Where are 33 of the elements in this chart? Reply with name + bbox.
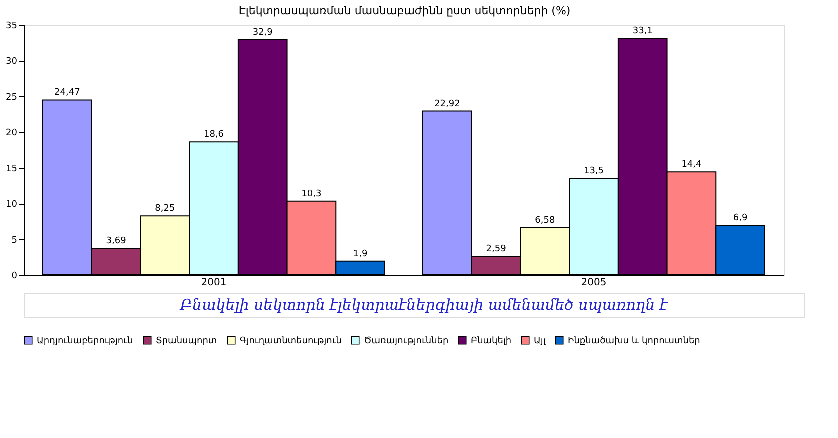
legend-label: Այլ [534, 336, 546, 347]
y-tick-label: 15 [6, 164, 18, 174]
text: Բնակելի սեկտորն էլեկտրաէներգիայի ամենամեծ սպառողն է [179, 296, 669, 314]
data-label: 32,9 [252, 28, 274, 38]
chart-title: Էլեկտրասպառման մասնաբաժինն ըստ սեկտորների (%) [238, 4, 571, 18]
data-label: 33,1 [632, 26, 653, 37]
data-label: 22,92 [434, 99, 460, 110]
data-label: 13,5 [584, 166, 604, 177]
legend-label: Ծառայություններ [364, 336, 449, 347]
legend-label: Ինքնածախս և կորուստներ [568, 336, 700, 347]
y-tick-label: 25 [6, 92, 18, 103]
y-tick-label: 20 [6, 128, 18, 139]
x-tick-label: 2001 [201, 278, 227, 288]
y-tick-label: 5 [12, 236, 18, 246]
data-label: 2,59 [486, 244, 507, 254]
data-label: 6,9 [733, 214, 748, 224]
data-label: 18,6 [204, 130, 224, 140]
data-label: 8,25 [155, 204, 176, 214]
y-tick-label: 10 [6, 200, 18, 210]
data-label: 1,9 [353, 249, 368, 260]
y-tick-label: 30 [6, 57, 18, 68]
data-label: 14,4 [682, 160, 702, 170]
y-tick-label: 0 [12, 272, 18, 282]
legend-label: Տրանսպորտ [156, 336, 218, 347]
legend-label: Գյուղատնտեսություն [240, 336, 342, 347]
data-label: 24,47 [54, 88, 80, 98]
data-label: 10,3 [302, 189, 322, 200]
data-label: 6,58 [535, 216, 556, 226]
y-tick-label: 35 [6, 22, 18, 32]
legend-label: Արդյունաբերություն [37, 336, 134, 347]
legend-label: Բնակելի [471, 336, 512, 347]
x-tick-label: 2005 [581, 278, 607, 288]
data-label: 3,69 [106, 236, 127, 247]
